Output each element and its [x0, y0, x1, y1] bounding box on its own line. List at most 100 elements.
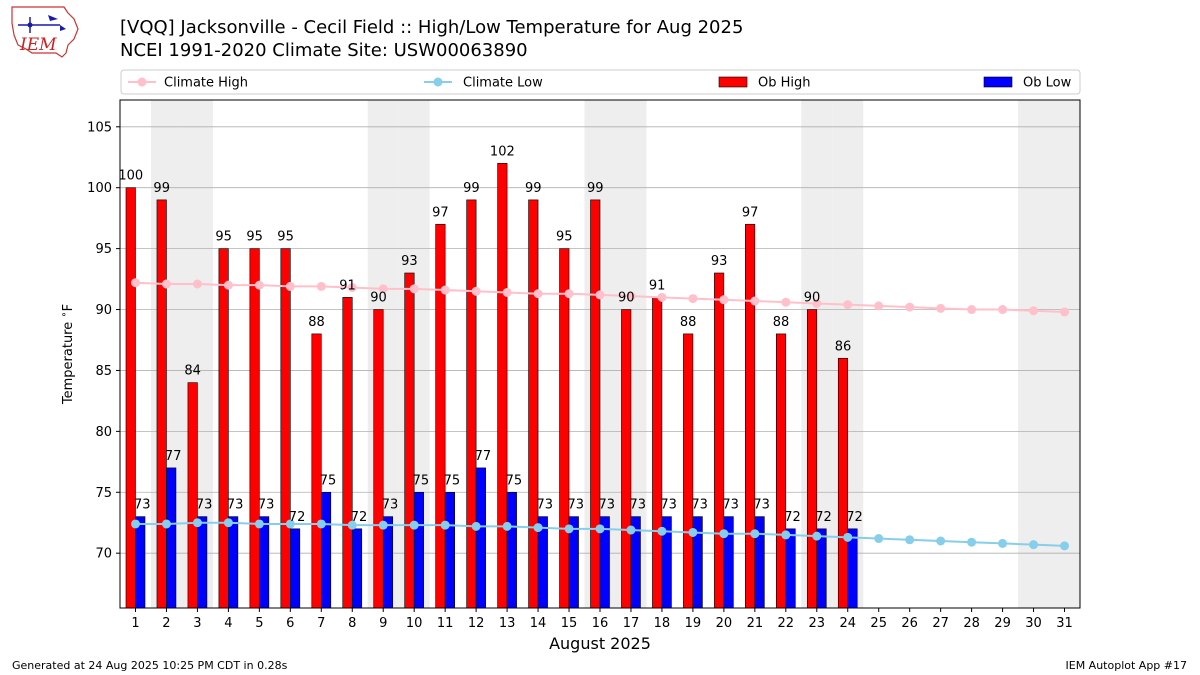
climate-low-point: [812, 531, 822, 541]
climate-high-point: [316, 281, 326, 291]
ob-low-label: 72: [351, 510, 368, 525]
ob-low-bar: [320, 491, 332, 609]
ob-high-bar: [683, 333, 694, 609]
x-tick-label: 10: [406, 616, 423, 631]
climate-low-point: [471, 521, 481, 531]
climate-high-point: [874, 301, 884, 311]
climate-high-point: [378, 284, 388, 294]
climate-high-point: [812, 298, 822, 308]
ob-low-label: 72: [784, 510, 801, 525]
climate-low-point: [905, 535, 915, 545]
ob-high-label: 86: [835, 339, 852, 354]
climate-low-point: [967, 537, 977, 547]
x-tick-label: 8: [348, 616, 356, 631]
ob-high-label: 91: [339, 278, 356, 293]
ob-high-bar: [621, 309, 632, 609]
ob-high-label: 100: [118, 169, 143, 184]
legend-ob-low-swatch: [983, 76, 1013, 88]
x-tick-label: 5: [255, 616, 263, 631]
y-tick-label: 70: [95, 547, 112, 562]
ob-high-bar: [435, 223, 446, 609]
x-tick-label: 28: [963, 616, 980, 631]
climate-low-point: [626, 525, 636, 535]
ob-high-bar: [745, 223, 756, 609]
y-axis-label: Temperature ∘F: [59, 304, 76, 405]
ob-low-bar: [228, 516, 239, 609]
ob-low-label: 75: [506, 473, 523, 488]
climate-low-point: [1029, 540, 1039, 550]
y-tick-label: 90: [95, 303, 112, 318]
ob-high-label: 90: [804, 291, 821, 306]
ob-high-label: 90: [618, 291, 635, 306]
climate-high-point: [440, 285, 450, 295]
ob-high-bar: [342, 297, 353, 609]
ob-high-label: 95: [556, 230, 573, 245]
x-tick-label: 11: [437, 616, 454, 631]
ob-low-label: 73: [537, 498, 554, 513]
climate-high-point: [905, 302, 915, 312]
climate-high-point: [657, 292, 667, 302]
ob-high-label: 102: [490, 144, 515, 159]
ob-high-bar: [218, 248, 229, 609]
ob-low-label: 73: [753, 498, 770, 513]
ob-high-bar: [311, 333, 322, 609]
ob-low-bar: [351, 528, 363, 609]
climate-low-point: [657, 526, 667, 536]
legend-ob-low-label: Ob Low: [1023, 76, 1072, 91]
weekend-band: [1049, 100, 1080, 608]
y-tick-label: 100: [87, 181, 112, 196]
legend-climate-high-label: Climate High: [164, 76, 248, 91]
ob-low-bar: [785, 528, 796, 609]
footer-generated: Generated at 24 Aug 2025 10:25 PM CDT in…: [12, 659, 288, 672]
x-tick-label: 26: [901, 616, 918, 631]
x-tick-label: 23: [809, 616, 826, 631]
ob-low-label: 73: [196, 498, 213, 513]
ob-high-label: 99: [587, 181, 604, 196]
climate-high-point: [998, 305, 1008, 315]
climate-high-point: [533, 289, 543, 299]
ob-low-label: 73: [227, 498, 244, 513]
x-tick-label: 22: [778, 616, 795, 631]
ob-high-bar: [466, 199, 477, 609]
legend-box: [120, 69, 1081, 95]
ob-low-label: 75: [320, 473, 337, 488]
ob-low-label: 73: [258, 498, 275, 513]
climate-low-point: [719, 529, 729, 539]
x-tick-label: 12: [468, 616, 485, 631]
x-tick-label: 13: [499, 616, 516, 631]
ob-high-bar: [404, 272, 415, 609]
climate-low-point: [223, 518, 233, 528]
ob-low-label: 73: [568, 498, 585, 513]
climate-high-point: [285, 281, 295, 291]
x-tick-label: 16: [592, 616, 609, 631]
climate-low-point: [440, 520, 450, 530]
ob-high-label: 90: [370, 291, 387, 306]
x-tick-label: 24: [839, 616, 856, 631]
legend-ob-high-label: Ob High: [758, 76, 811, 91]
x-tick-label: 6: [286, 616, 294, 631]
ob-low-label: 77: [475, 449, 492, 464]
x-tick-label: 20: [716, 616, 733, 631]
ob-high-label: 95: [277, 230, 294, 245]
ob-low-label: 72: [846, 510, 863, 525]
ob-high-bar: [249, 248, 260, 609]
ob-low-bar: [197, 516, 208, 609]
footer-app: IEM Autoplot App #17: [1065, 659, 1188, 672]
chart-title: [VQQ] Jacksonville - Cecil Field :: High…: [120, 17, 744, 38]
ob-high-label: 88: [773, 315, 790, 330]
ob-low-label: 73: [629, 498, 646, 513]
ob-low-bar: [259, 516, 270, 609]
logo-text: IEM: [19, 35, 57, 55]
ob-high-bar: [837, 357, 849, 609]
climate-high-point: [626, 291, 636, 301]
climate-high-point: [781, 297, 791, 307]
climate-low-point: [688, 527, 698, 537]
climate-high-point: [130, 278, 140, 288]
climate-low-point: [843, 532, 853, 542]
x-tick-label: 4: [224, 616, 232, 631]
climate-high-point: [471, 286, 481, 296]
ob-high-bar: [652, 297, 663, 609]
ob-low-label: 73: [691, 498, 708, 513]
climate-low-point: [750, 529, 760, 539]
